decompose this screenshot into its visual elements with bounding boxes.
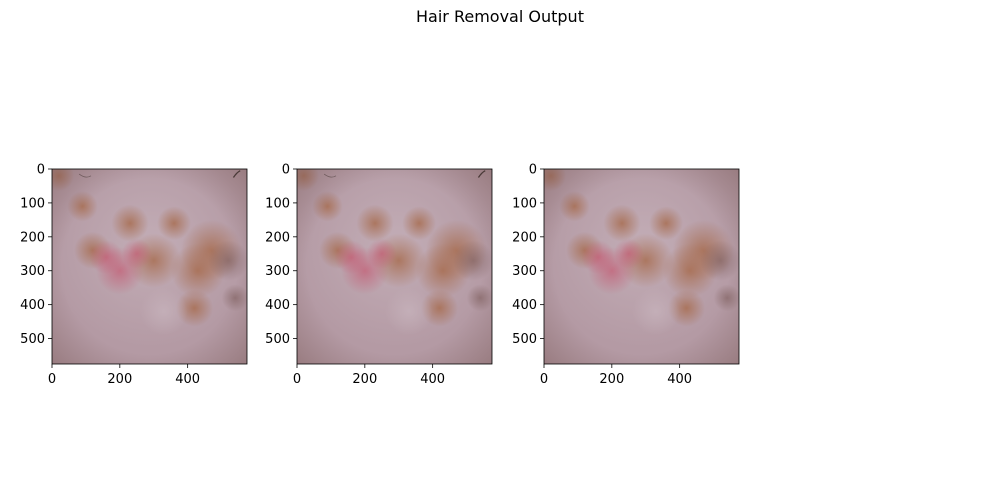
- y-tick-label: 200: [20, 230, 45, 245]
- axes-frame: [51, 168, 248, 365]
- hair-strand: [78, 173, 92, 178]
- x-tick-label: 400: [175, 372, 200, 387]
- axes-frame: [543, 168, 740, 365]
- y-tick-label: 500: [265, 332, 290, 347]
- skin-image: [297, 169, 492, 364]
- y-tick-label: 400: [265, 298, 290, 313]
- axes-frame: [296, 168, 493, 365]
- subplot-1: 0 100 200 300 400 500 0 200 400: [20, 163, 248, 387]
- x-tick-label: 0: [48, 372, 56, 387]
- y-tick-label: 400: [512, 298, 537, 313]
- y-tick-label: 500: [20, 332, 45, 347]
- x-tick-label: 200: [352, 372, 377, 387]
- hair-strand: [323, 173, 337, 178]
- x-tick-label: 200: [107, 372, 132, 387]
- y-tick-label: 400: [20, 298, 45, 313]
- skin-image: [544, 169, 739, 364]
- y-tick-label: 300: [20, 264, 45, 279]
- hair-strand: [232, 170, 241, 178]
- y-tick-label: 200: [265, 230, 290, 245]
- x-tick-label: 0: [540, 372, 548, 387]
- x-tick-label: 200: [599, 372, 624, 387]
- subplot-3: 0 100 200 300 400 500 0 200 400: [512, 163, 740, 387]
- figure-title: Hair Removal Output: [416, 7, 584, 26]
- y-tick-label: 300: [265, 264, 290, 279]
- subplot-2: 0 100 200 300 400 500 0 200 400: [265, 163, 493, 387]
- y-tick-label: 300: [512, 264, 537, 279]
- y-tick-label: 100: [265, 196, 290, 211]
- y-tick-label: 100: [512, 196, 537, 211]
- x-tick-label: 400: [420, 372, 445, 387]
- hair-strand: [477, 170, 486, 178]
- y-tick-label: 100: [20, 196, 45, 211]
- y-tick-label: 0: [529, 163, 537, 178]
- y-tick-label: 0: [282, 163, 290, 178]
- y-tick-label: 200: [512, 230, 537, 245]
- skin-image: [52, 169, 247, 364]
- x-tick-label: 0: [293, 372, 301, 387]
- y-tick-label: 0: [37, 163, 45, 178]
- y-tick-label: 500: [512, 332, 537, 347]
- x-tick-label: 400: [667, 372, 692, 387]
